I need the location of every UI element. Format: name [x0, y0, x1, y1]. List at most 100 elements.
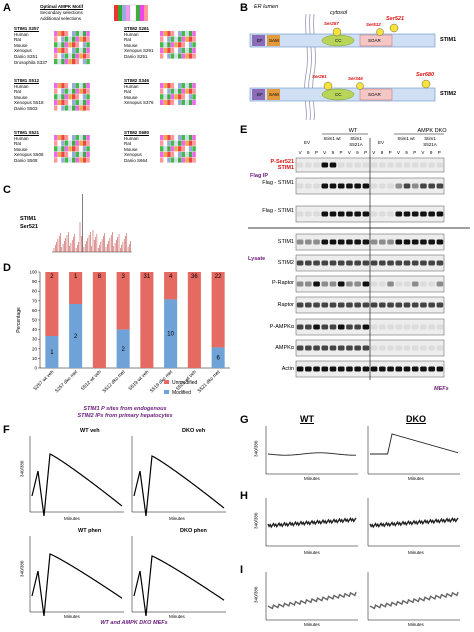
species: Danio S508	[14, 157, 38, 163]
lane-label: V	[421, 150, 425, 155]
residue-cell	[192, 146, 196, 152]
residue-cell	[57, 105, 61, 111]
residue-cell	[185, 36, 189, 42]
align-stim1-s521: STIM1 S521 Human Rat Mouse Xenopus S506 …	[14, 130, 124, 164]
blot-band	[329, 366, 337, 372]
stim2-soar-label: SOAR	[368, 92, 381, 97]
blot-band	[362, 211, 370, 217]
blot-band	[428, 366, 435, 372]
residue-cell	[185, 47, 189, 53]
residue-cell	[68, 31, 72, 37]
residue-cell	[61, 151, 65, 157]
blot-band	[305, 345, 312, 351]
blot-band	[395, 324, 403, 330]
trace-title: DKO phen	[180, 528, 207, 534]
residue-cell	[82, 146, 87, 152]
trace-title: DKO veh	[182, 428, 206, 434]
blot-band	[395, 183, 403, 189]
residue-cell	[160, 151, 164, 157]
align-stim2-s261: STIM2 S261 Human Rat Mouse Xenopus S291 …	[124, 26, 234, 60]
species: Mouse	[14, 94, 28, 100]
residue-cell	[68, 42, 72, 48]
residue-cell	[54, 31, 58, 37]
lane-label: 9	[307, 150, 310, 155]
blot-band	[387, 281, 394, 287]
p-site-icon	[323, 81, 333, 91]
residue-cell	[82, 151, 87, 157]
residue-cell	[185, 31, 189, 37]
residue-cell	[181, 31, 185, 37]
align-title: STIM2 S261	[124, 26, 150, 31]
residue-cell	[64, 88, 69, 94]
species: Rat	[14, 89, 22, 95]
blot-band	[321, 260, 329, 266]
residue-cell	[79, 42, 83, 48]
blot-band	[436, 281, 444, 287]
blot-band	[387, 366, 394, 372]
blot-band	[313, 281, 320, 287]
site-label: Ser521	[386, 16, 405, 22]
y-axis-label: Percentage	[16, 307, 22, 333]
blot-band	[346, 324, 353, 330]
legend-swatch	[164, 380, 169, 384]
species: Human	[14, 31, 29, 37]
stim2-cc-label: CC	[335, 92, 342, 97]
residue-cell	[72, 59, 76, 65]
residue-cell	[54, 88, 58, 94]
residue-cell	[163, 140, 167, 146]
residue-cell	[86, 94, 90, 100]
species: Danio S503	[14, 105, 38, 111]
residue-cell	[61, 88, 65, 94]
residue-cell	[188, 47, 193, 53]
residue-cell	[64, 47, 69, 53]
residue-cell	[75, 47, 79, 53]
residue-cell	[64, 151, 69, 157]
spectrum-label-line2: Ser521	[20, 224, 39, 230]
blot-band	[337, 324, 345, 330]
blot-band	[379, 302, 386, 308]
bar-top-label: 2	[50, 274, 54, 280]
residue-cell	[64, 31, 69, 37]
subgroup: EV	[377, 140, 384, 145]
residue-cell	[72, 146, 76, 152]
residue-cell	[82, 140, 87, 146]
residue-cell	[57, 157, 61, 163]
blot-band	[296, 239, 304, 245]
residue-cell	[82, 157, 87, 163]
residue-cell	[160, 135, 164, 141]
residue-cell	[192, 31, 196, 37]
species: Mouse	[14, 146, 28, 152]
blot-band	[337, 162, 345, 168]
residue-cell	[57, 83, 61, 89]
residue-cell	[174, 36, 178, 42]
residue-cell	[54, 36, 58, 42]
species: Drosophila S337	[14, 59, 48, 65]
lane-label: 9	[380, 150, 384, 155]
blot-band	[370, 302, 378, 308]
lane-label: P	[388, 150, 392, 155]
residue-cell	[163, 47, 167, 53]
residue-cell	[68, 146, 72, 152]
residue-cell	[178, 88, 182, 94]
cytosol-label: cytosol	[330, 10, 348, 16]
residue-cell	[75, 99, 79, 105]
residue-cell	[192, 157, 196, 163]
blot-band	[296, 211, 304, 217]
seq-block-stim2-s680	[160, 135, 196, 163]
residue-cell	[82, 53, 87, 59]
residue-cell	[64, 53, 69, 59]
blot-band	[370, 366, 378, 372]
species: Human	[14, 135, 29, 141]
residue-cell	[174, 151, 178, 157]
trace-line	[369, 591, 459, 610]
blot-band	[346, 345, 353, 351]
residue-cell	[61, 47, 65, 53]
blot-band	[436, 162, 444, 168]
residue-cell	[174, 146, 178, 152]
bar-unmodified	[45, 272, 59, 336]
blot-band	[305, 211, 312, 217]
residue-cell	[163, 42, 167, 48]
residue-cell	[167, 99, 171, 105]
blot-band	[411, 366, 419, 372]
y-tick-label: 20	[32, 346, 38, 351]
